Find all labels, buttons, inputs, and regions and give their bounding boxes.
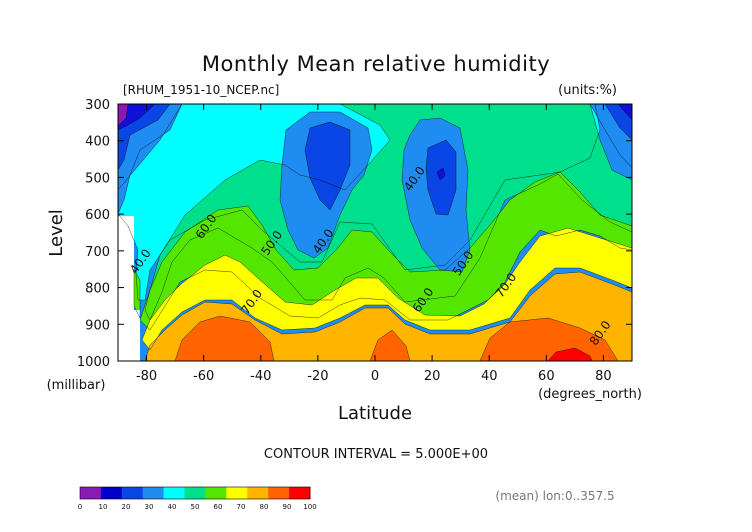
y-tick-label: 1000 — [77, 355, 110, 370]
contour-interval-text: CONTOUR INTERVAL = 5.000E+00 — [264, 447, 488, 462]
contour-fills — [118, 104, 632, 361]
colorbar-swatch — [184, 487, 206, 499]
colorbar-label: 30 — [145, 503, 154, 511]
colorbar: 0 10 20 30 40 50 60 70 80 90 100 — [78, 486, 317, 511]
y-tick-label: 400 — [85, 135, 110, 150]
colorbar-swatch — [80, 487, 102, 499]
fill-band-left-green — [134, 270, 140, 318]
y-tick-label: 600 — [85, 208, 110, 223]
x-tick-label: 0 — [371, 369, 379, 384]
x-axis: -80 -60 -40 -20 0 20 40 60 80 — [136, 104, 612, 384]
x-tick-label: 40 — [481, 369, 498, 384]
colorbar-frame — [79, 486, 311, 500]
contour-line — [401, 117, 471, 273]
y-tick-label: 800 — [85, 282, 110, 297]
x-tick-label: 20 — [424, 369, 441, 384]
contour-line — [479, 317, 619, 362]
x-tick-label: -60 — [193, 369, 214, 384]
colorbar-label: 40 — [168, 503, 177, 511]
y-axis-label: Level — [46, 209, 67, 257]
colorbar-swatch — [100, 487, 123, 499]
colorbar-label: 100 — [303, 503, 316, 511]
colorbar-label: 10 — [99, 503, 108, 511]
colorbar-swatch — [121, 487, 144, 499]
y-tick-label: 500 — [85, 171, 110, 186]
contour-line — [174, 315, 275, 362]
x-tick-label: -80 — [136, 369, 157, 384]
colorbar-swatch — [163, 487, 186, 499]
y-tick-label: 700 — [85, 245, 110, 260]
y-tick-label: 900 — [85, 318, 110, 333]
fill-band-60 — [145, 104, 632, 320]
colorbar-label: 50 — [191, 503, 200, 511]
footnote: (mean) lon:0..357.5 — [495, 489, 614, 503]
x-tick-label: 80 — [595, 369, 612, 384]
y-tick-label: 300 — [85, 98, 110, 113]
x-units-label: (degrees_north) — [538, 387, 642, 402]
chart-title: Monthly Mean relative humidity — [202, 52, 550, 76]
x-axis-label: Latitude — [338, 403, 412, 424]
contour-line — [436, 167, 446, 181]
fill-band-left-10 — [118, 104, 128, 126]
contour-line — [304, 121, 351, 211]
contour-line — [141, 227, 633, 351]
fill-band-90c — [480, 318, 618, 361]
colorbar-swatch — [226, 487, 248, 499]
contour-line — [133, 269, 141, 319]
contour-line — [425, 139, 457, 216]
colorbar-swatch — [205, 487, 227, 499]
units-label: (units:%) — [558, 83, 617, 98]
fill-band-90b — [370, 330, 410, 361]
fill-band-30a — [305, 122, 350, 210]
colorbar-label: 90 — [283, 503, 292, 511]
colorbar-label: 60 — [214, 503, 223, 511]
colorbar-swatch — [289, 487, 311, 499]
contour-line — [279, 111, 373, 259]
file-label: [RHUM_1951-10_NCEP.nc] — [123, 83, 279, 97]
colorbar-label: 70 — [237, 503, 246, 511]
colorbar-label: 20 — [122, 503, 131, 511]
colorbar-swatch — [268, 487, 290, 499]
fill-band-90 — [175, 316, 274, 361]
plot-area: 40.060.050.0 40.040.070.0 60.050.070.080.0 — [117, 103, 633, 362]
colorbar-label: 80 — [260, 503, 269, 511]
contour-line — [144, 271, 633, 362]
colorbar-swatch — [142, 487, 165, 499]
x-tick-label: 60 — [538, 369, 555, 384]
x-tick-label: -20 — [307, 369, 328, 384]
y-axis: 300 400 500 600 700 800 900 1000 — [77, 98, 632, 370]
x-tick-label: -40 — [250, 369, 271, 384]
colorbar-swatch — [247, 487, 269, 499]
fill-band-right-30 — [605, 104, 632, 140]
colorbar-label: 0 — [78, 503, 82, 511]
fill-band-70 — [142, 228, 632, 350]
y-units-label: (millibar) — [47, 378, 106, 393]
